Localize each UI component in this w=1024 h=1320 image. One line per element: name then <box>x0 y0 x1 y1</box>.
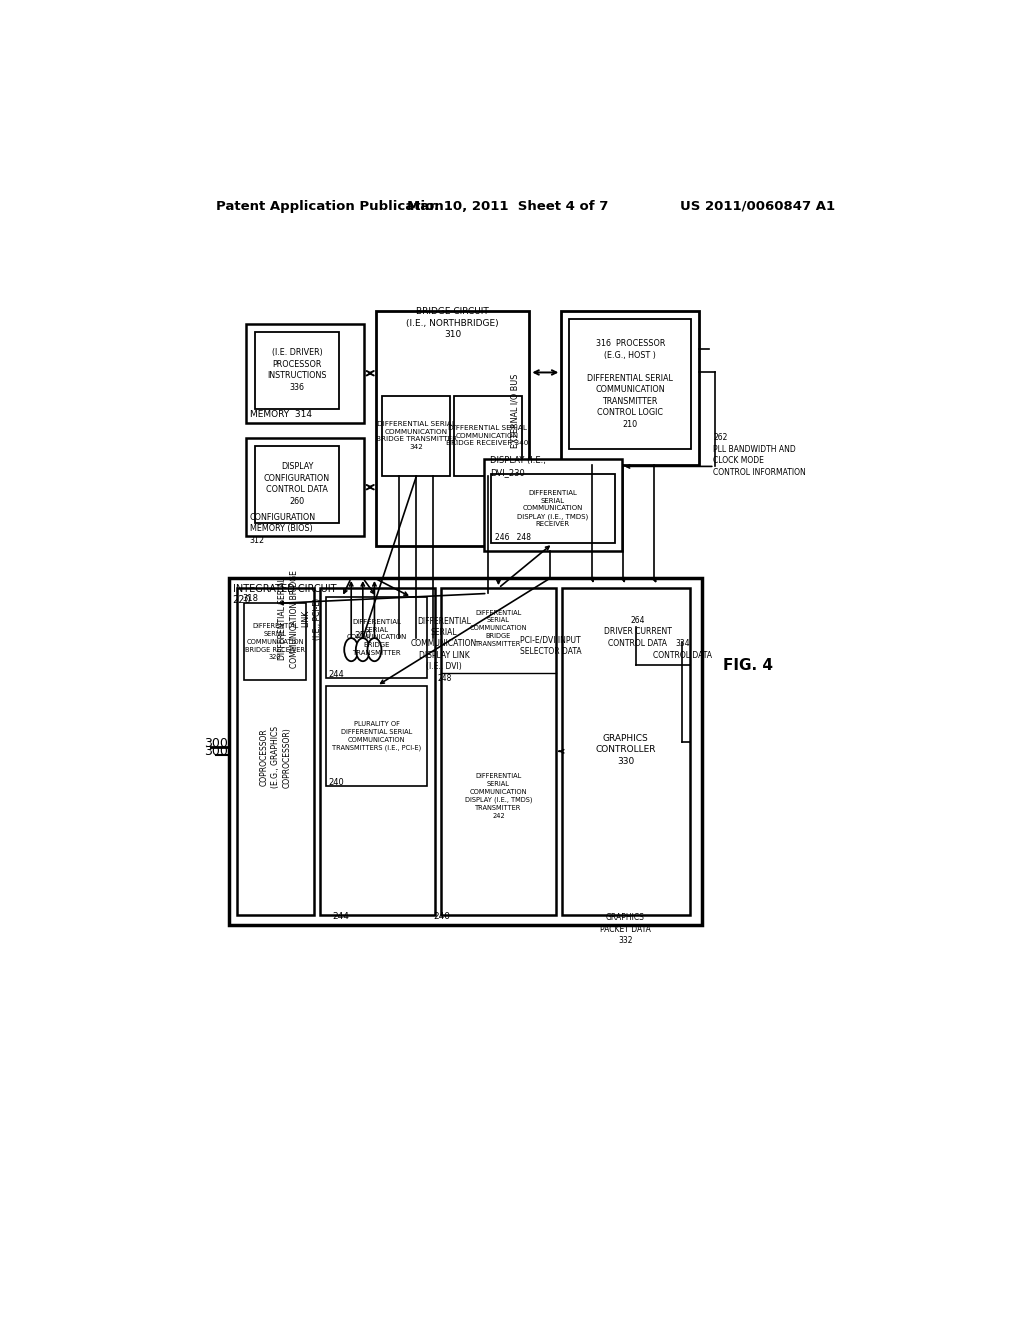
Bar <box>490 474 614 544</box>
Text: INTEGRATED CIRCUIT: INTEGRATED CIRCUIT <box>232 583 336 594</box>
Text: COPROCESSOR
(E.G., GRAPHICS
COPROCESSOR): COPROCESSOR (E.G., GRAPHICS COPROCESSOR) <box>259 726 291 788</box>
Text: DIFFERENTIAL SERIAL
COMMUNICATION BRIDGE
LINK
(I.E., PCI-E): DIFFERENTIAL SERIAL COMMUNICATION BRIDGE… <box>279 570 322 668</box>
Bar <box>228 578 701 924</box>
Text: DIFFERENTIAL
SERIAL
COMMUNICATION
BRIDGE
TRANSMITTER: DIFFERENTIAL SERIAL COMMUNICATION BRIDGE… <box>470 610 527 647</box>
Text: DIFFERENTIAL SERIAL
COMMUNICATION
BRIDGE RECEIVER 340: DIFFERENTIAL SERIAL COMMUNICATION BRIDGE… <box>446 425 528 446</box>
Text: DISPLAY (I.E.,
DVI_230: DISPLAY (I.E., DVI_230 <box>489 457 546 477</box>
Text: US 2011/0060847 A1: US 2011/0060847 A1 <box>680 199 835 213</box>
Text: 250: 250 <box>354 631 372 640</box>
Bar <box>246 323 365 422</box>
Text: MEMORY  314: MEMORY 314 <box>250 411 311 420</box>
Bar <box>376 312 529 545</box>
Bar <box>561 312 699 465</box>
Text: EXTERNAL I/O BUS: EXTERNAL I/O BUS <box>511 374 520 449</box>
Text: 244: 244 <box>333 912 349 920</box>
Text: 264
DRIVER CURRENT
CONTROL DATA: 264 DRIVER CURRENT CONTROL DATA <box>604 616 672 648</box>
Ellipse shape <box>356 638 370 661</box>
Text: DIFFERENTIAL
SERIAL
COMMUNICATION
BRIDGE RECEIVER
320: DIFFERENTIAL SERIAL COMMUNICATION BRIDGE… <box>246 623 305 660</box>
Text: Patent Application Publication: Patent Application Publication <box>216 199 443 213</box>
Text: 316  PROCESSOR
(E.G., HOST )

DIFFERENTIAL SERIAL
COMMUNICATION
TRANSMITTER
CONT: 316 PROCESSOR (E.G., HOST ) DIFFERENTIAL… <box>587 339 673 429</box>
Text: 300: 300 <box>204 744 227 758</box>
Bar <box>562 589 690 915</box>
Text: DIFFERENTIAL
SERIAL
COMMUNICATION
DISPLAY (I.E., TMDS)
TRANSMITTER
242: DIFFERENTIAL SERIAL COMMUNICATION DISPLA… <box>465 774 532 818</box>
Text: (I.E. DRIVER)
PROCESSOR
INSTRUCTIONS
336: (I.E. DRIVER) PROCESSOR INSTRUCTIONS 336 <box>267 348 327 392</box>
Text: GRAPHICS
PACKET DATA
332: GRAPHICS PACKET DATA 332 <box>600 913 651 945</box>
Text: 220: 220 <box>232 594 251 605</box>
Text: DIFFERENTIAL
SERIAL
COMMUNICATION
BRIDGE
TRANSMITTER: DIFFERENTIAL SERIAL COMMUNICATION BRIDGE… <box>346 619 407 656</box>
Bar <box>569 318 691 449</box>
Text: 246   248: 246 248 <box>495 533 530 541</box>
Bar <box>327 686 427 785</box>
Text: 334
CONTROL DATA: 334 CONTROL DATA <box>653 639 713 660</box>
Bar <box>321 589 435 915</box>
Bar <box>454 396 521 477</box>
Bar <box>255 446 339 523</box>
Bar <box>246 438 365 536</box>
Text: FIG. 4: FIG. 4 <box>723 657 773 673</box>
Bar <box>382 396 451 477</box>
Text: CONFIGURATION
MEMORY (BIOS)
312: CONFIGURATION MEMORY (BIOS) 312 <box>250 512 315 545</box>
Text: GRAPHICS
CONTROLLER
330: GRAPHICS CONTROLLER 330 <box>595 734 655 766</box>
Bar <box>255 331 339 409</box>
Text: DIFFERENTIAL SERIAL
COMMUNICATION
BRIDGE TRANSMITTER
342: DIFFERENTIAL SERIAL COMMUNICATION BRIDGE… <box>376 421 457 450</box>
Text: 318: 318 <box>243 594 259 603</box>
Text: 300: 300 <box>204 737 227 750</box>
Bar <box>441 589 556 915</box>
Text: DIFFERENTIAL
SERIAL
COMMUNICATION
DISPLAY LINK
(I.E., DVI)
248: DIFFERENTIAL SERIAL COMMUNICATION DISPLA… <box>411 616 477 682</box>
Text: Mar. 10, 2011  Sheet 4 of 7: Mar. 10, 2011 Sheet 4 of 7 <box>408 199 608 213</box>
Text: DIFFERENTIAL
SERIAL
COMMUNICATION
DISPLAY (I.E., TMDS)
RECEIVER: DIFFERENTIAL SERIAL COMMUNICATION DISPLA… <box>517 490 589 528</box>
Bar <box>245 603 306 681</box>
Text: 244: 244 <box>329 669 344 678</box>
Text: 262
PLL BANDWIDTH AND
CLOCK MODE
CONTROL INFORMATION: 262 PLL BANDWIDTH AND CLOCK MODE CONTROL… <box>713 433 806 477</box>
Bar <box>327 597 427 678</box>
Text: PCI-E/DVI INPUT
SELECTOR DATA: PCI-E/DVI INPUT SELECTOR DATA <box>519 636 582 656</box>
Text: 240: 240 <box>433 912 451 920</box>
Bar <box>483 459 622 552</box>
Ellipse shape <box>344 638 358 661</box>
Bar <box>237 589 314 915</box>
Text: BRIDGE CIRCUIT
(I.E., NORTHBRIDGE)
310: BRIDGE CIRCUIT (I.E., NORTHBRIDGE) 310 <box>407 308 499 339</box>
Text: PLURALITY OF
DIFFERENTIAL SERIAL
COMMUNICATION
TRANSMITTERS (I.E., PCI-E): PLURALITY OF DIFFERENTIAL SERIAL COMMUNI… <box>332 721 422 751</box>
Text: DISPLAY
CONFIGURATION
CONTROL DATA
260: DISPLAY CONFIGURATION CONTROL DATA 260 <box>264 462 330 506</box>
Text: 240: 240 <box>329 777 344 787</box>
Ellipse shape <box>368 638 381 661</box>
